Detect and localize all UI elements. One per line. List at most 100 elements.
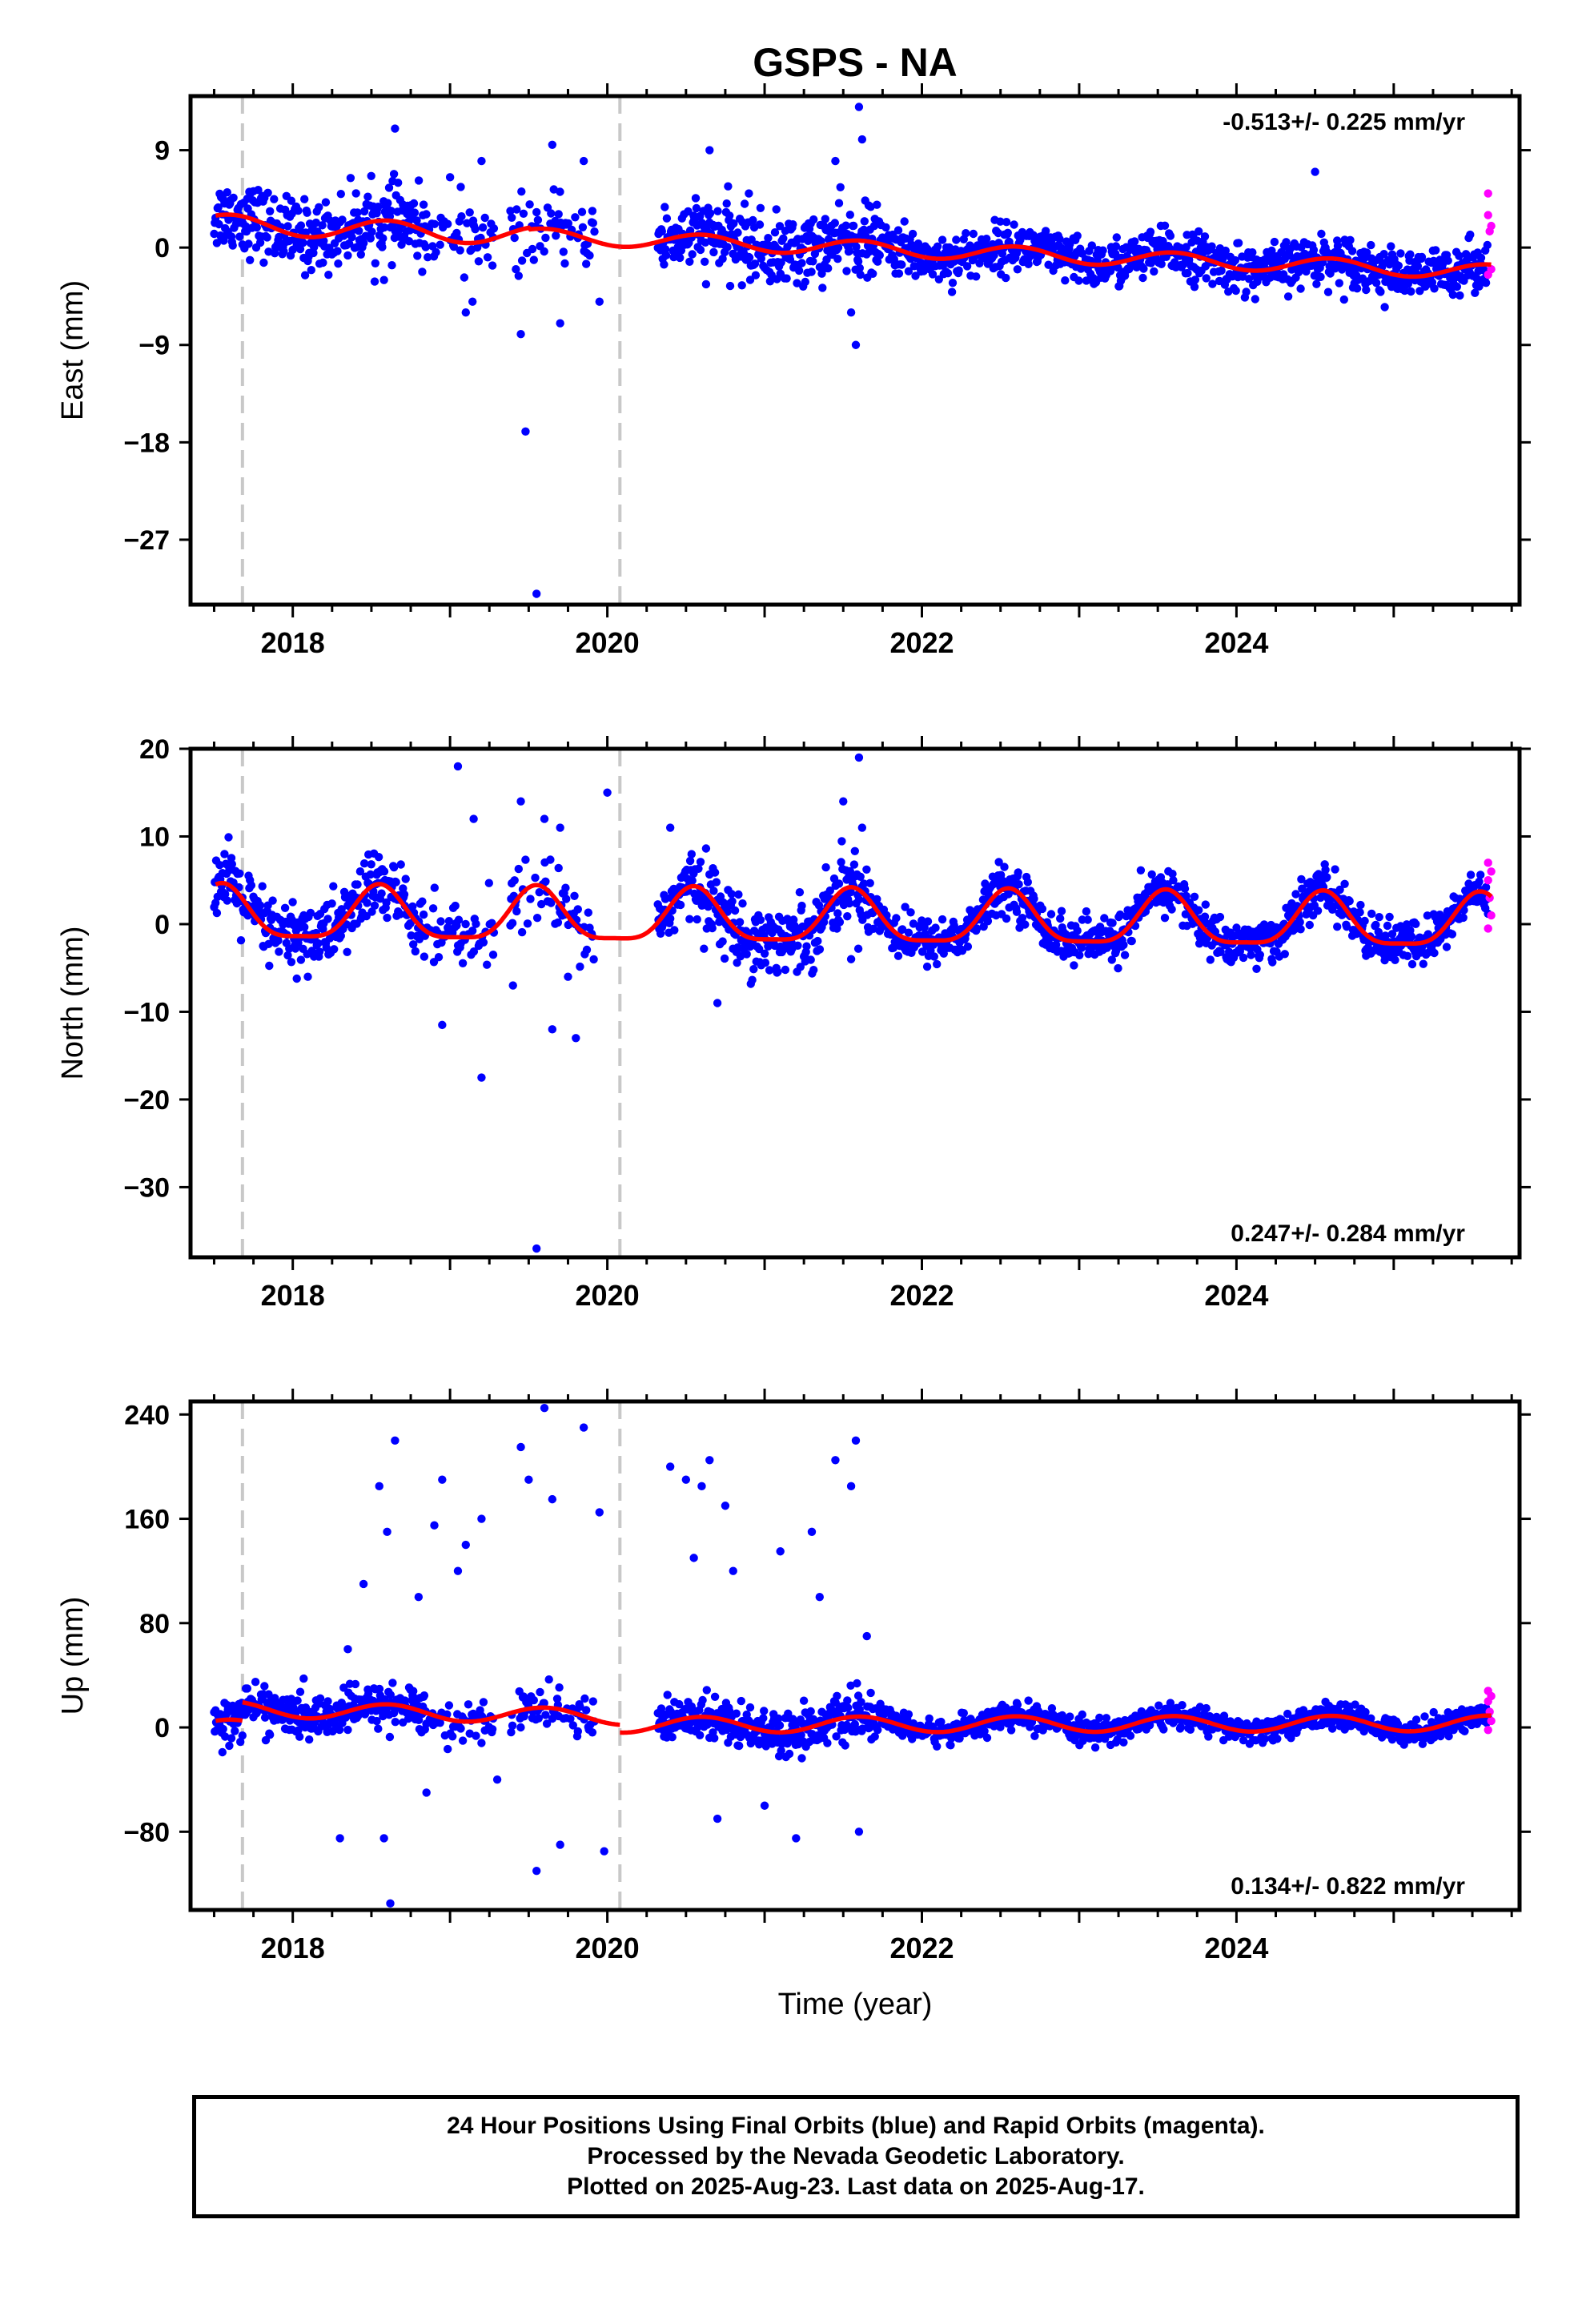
final-orbit-point <box>1202 274 1211 283</box>
final-orbit-point <box>436 240 444 249</box>
final-orbit-point <box>845 247 854 255</box>
final-orbit-point <box>1186 1725 1195 1734</box>
final-orbit-point <box>465 208 474 217</box>
final-orbit-point <box>295 1732 304 1741</box>
final-orbit-point <box>693 915 701 924</box>
final-orbit-point <box>283 951 292 960</box>
final-orbit-point <box>1006 1726 1016 1735</box>
final-orbit-point <box>748 975 757 984</box>
final-orbit-point <box>760 949 769 959</box>
final-orbit-point <box>1183 268 1192 278</box>
x-tick-label: 2020 <box>576 1279 640 1312</box>
final-orbit-outlier <box>572 1034 580 1043</box>
final-orbit-point <box>1207 242 1216 251</box>
final-orbit-point <box>1296 284 1305 293</box>
final-orbit-point <box>656 1704 666 1713</box>
final-orbit-point <box>696 245 705 255</box>
final-orbit-point <box>734 890 743 899</box>
final-orbit-point <box>456 1724 465 1733</box>
final-orbit-outlier <box>469 814 478 823</box>
final-orbit-point <box>865 247 874 256</box>
final-orbit-point <box>327 899 336 908</box>
final-orbit-point <box>260 1713 270 1722</box>
final-orbit-point <box>387 207 396 215</box>
final-orbit-point <box>385 1732 395 1742</box>
final-orbit-point <box>1427 278 1437 287</box>
final-orbit-point <box>1268 958 1277 967</box>
final-orbit-point <box>761 959 770 967</box>
final-orbit-point <box>1002 1703 1010 1712</box>
final-orbit-point <box>1066 1712 1074 1721</box>
final-orbit-point <box>1038 904 1047 914</box>
final-orbit-outlier <box>857 135 867 144</box>
final-orbit-point <box>661 245 670 254</box>
final-orbit-point <box>469 947 479 956</box>
final-orbit-point <box>488 261 497 270</box>
final-orbit-point <box>709 247 718 257</box>
x-tick-label: 2018 <box>261 626 325 659</box>
final-orbit-point <box>547 899 556 907</box>
final-orbit-point <box>845 211 855 219</box>
final-orbit-point <box>568 1721 577 1730</box>
final-orbit-point <box>1139 264 1148 273</box>
final-orbit-point <box>938 235 947 244</box>
final-orbit-point <box>432 247 440 257</box>
final-orbit-point <box>212 908 222 918</box>
final-orbit-point <box>1247 951 1255 959</box>
final-orbit-point <box>566 1715 575 1723</box>
final-orbit-point <box>389 862 399 872</box>
final-orbit-point <box>1407 959 1417 969</box>
final-orbit-point <box>789 220 797 229</box>
final-orbit-point <box>1387 242 1395 251</box>
final-orbit-point <box>994 858 1003 866</box>
final-orbit-point <box>343 1725 352 1735</box>
final-orbit-point <box>668 1733 677 1742</box>
final-orbit-point <box>856 270 865 279</box>
final-orbit-point <box>377 889 386 898</box>
rapid-orbit-point <box>1484 189 1492 198</box>
final-orbit-point <box>1287 1734 1295 1743</box>
final-orbit-point <box>718 254 727 263</box>
final-orbit-point <box>1298 884 1307 893</box>
final-orbit-point <box>1438 913 1447 922</box>
final-orbit-point <box>869 269 877 278</box>
final-orbit-point <box>1002 273 1010 283</box>
final-orbit-point <box>795 888 805 897</box>
model-curve <box>620 232 1492 279</box>
x-tick-label: 2018 <box>261 1279 325 1312</box>
final-orbit-point <box>387 261 396 270</box>
final-orbit-point <box>1455 251 1464 260</box>
final-orbit-point <box>764 942 773 951</box>
final-orbit-point <box>1191 275 1200 284</box>
final-orbit-point <box>1221 246 1231 255</box>
final-orbit-point <box>547 209 556 218</box>
final-orbit-outlier <box>846 955 856 963</box>
final-orbit-point <box>225 1741 234 1751</box>
final-orbit-point <box>1239 1735 1248 1745</box>
final-orbit-point <box>663 1691 672 1699</box>
final-orbit-point <box>1061 276 1070 285</box>
final-orbit-point <box>909 919 918 928</box>
final-orbit-point <box>394 179 403 187</box>
final-orbit-point <box>255 901 265 910</box>
final-orbit-point <box>537 899 546 909</box>
final-orbit-point <box>514 271 523 280</box>
final-orbit-point <box>860 217 869 226</box>
final-orbit-point <box>1351 1700 1359 1709</box>
y-tick-label: −20 <box>123 1085 170 1116</box>
final-orbit-point <box>1074 276 1083 285</box>
final-orbit-point <box>893 226 903 235</box>
final-orbit-point <box>661 203 669 211</box>
final-orbit-outlier <box>391 124 400 133</box>
final-orbit-point <box>287 196 296 205</box>
final-orbit-point <box>933 242 942 251</box>
final-orbit-point <box>1372 279 1381 287</box>
final-orbit-point <box>1355 908 1364 917</box>
final-orbit-point <box>759 1714 768 1723</box>
final-orbit-point <box>227 859 236 869</box>
final-orbit-point <box>353 208 362 217</box>
final-orbit-point <box>1317 229 1326 239</box>
final-orbit-point <box>685 856 695 866</box>
